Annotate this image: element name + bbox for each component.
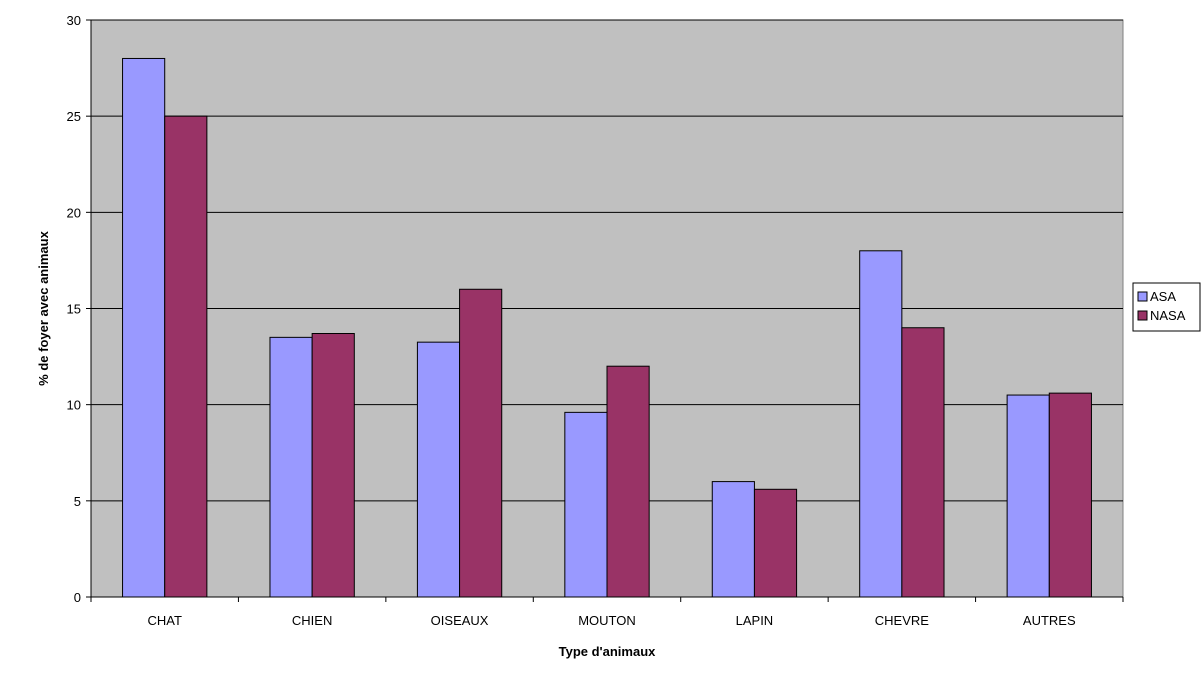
tick-labels: 0 5 10 15 20 25 30 CHAT CHIEN OISEAUX MOUTON LAPIN C… bbox=[67, 13, 1076, 628]
y-tick-label: 25 bbox=[67, 109, 81, 124]
x-tick-label: LAPIN bbox=[736, 613, 774, 628]
legend-label-nasa: NASA bbox=[1150, 308, 1186, 323]
bar-nasa-mouton bbox=[606, 365, 650, 598]
bar-nasa-chien bbox=[311, 333, 355, 598]
bar-nasa-chevre bbox=[901, 327, 945, 598]
y-tick-label: 10 bbox=[67, 398, 81, 413]
bar-nasa-lapin bbox=[753, 488, 798, 598]
y-tick-label: 15 bbox=[67, 302, 81, 317]
y-tick-label: 20 bbox=[67, 205, 81, 220]
bar-asa-chat bbox=[122, 57, 166, 598]
bar-asa-lapin bbox=[711, 481, 755, 598]
legend-box bbox=[1132, 282, 1201, 332]
bar-asa-chevre bbox=[859, 250, 903, 598]
y-tick-label: 5 bbox=[74, 494, 81, 509]
gridlines bbox=[91, 19, 1123, 502]
bar-asa-mouton bbox=[564, 411, 608, 598]
x-tick-label: CHIEN bbox=[292, 613, 332, 628]
bar-nasa-autres bbox=[1048, 392, 1092, 598]
x-axis-title: Type d'animaux bbox=[559, 644, 657, 659]
x-tick-label: MOUTON bbox=[578, 613, 636, 628]
y-axis-title: % de foyer avec animaux bbox=[36, 230, 51, 385]
x-tick-label: CHEVRE bbox=[875, 613, 930, 628]
y-tick-label: 30 bbox=[67, 13, 81, 28]
x-tick-label: AUTRES bbox=[1023, 613, 1076, 628]
legend-label-asa: ASA bbox=[1150, 289, 1176, 304]
bars bbox=[122, 57, 1092, 598]
bar-asa-chien bbox=[269, 336, 313, 598]
y-tick-label: 0 bbox=[74, 590, 81, 605]
bar-asa-oiseaux bbox=[416, 341, 461, 598]
x-tick-label: CHAT bbox=[147, 613, 181, 628]
legend-swatch-nasa bbox=[1137, 310, 1148, 321]
x-tick-label: OISEAUX bbox=[431, 613, 489, 628]
bar-asa-autres bbox=[1006, 394, 1050, 598]
axes bbox=[86, 19, 1124, 602]
legend: ASA NASA bbox=[1132, 282, 1201, 332]
bar-nasa-oiseaux bbox=[459, 288, 503, 598]
bar-nasa-chat bbox=[164, 115, 208, 598]
legend-swatch-asa bbox=[1137, 291, 1148, 302]
